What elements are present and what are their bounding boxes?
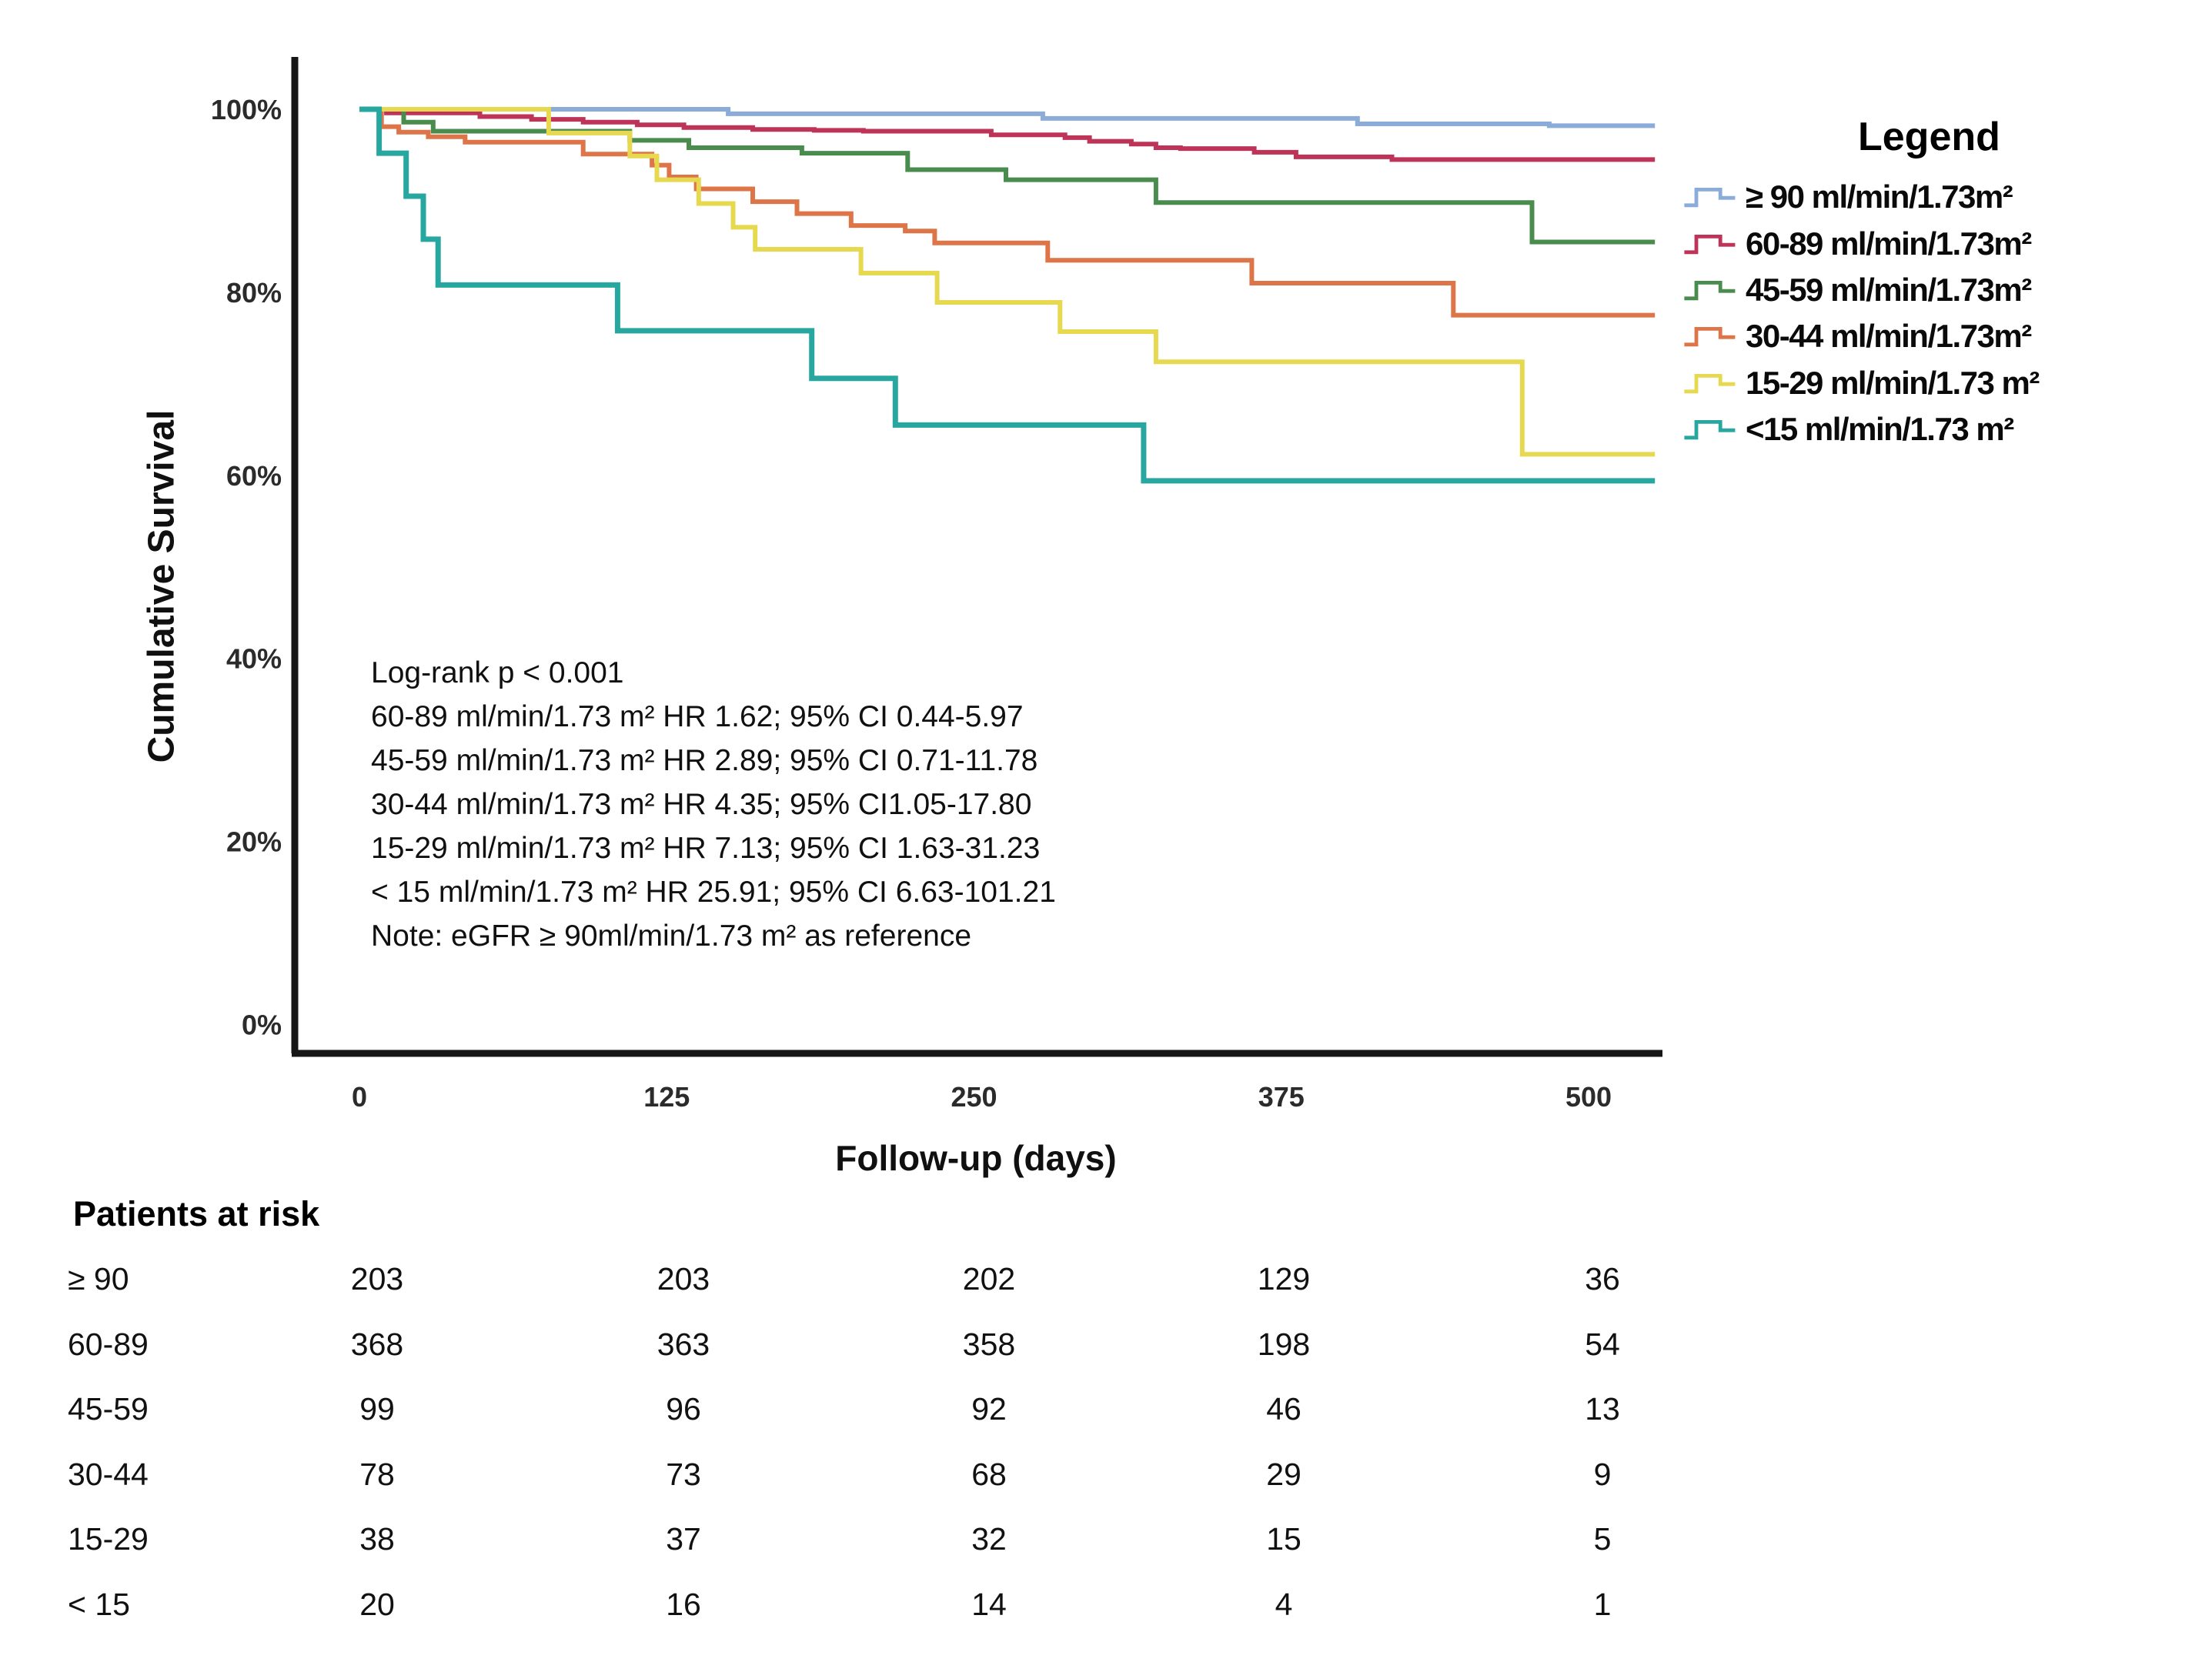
at-risk-value: 4 (1275, 1586, 1293, 1622)
at-risk-value: 358 (962, 1326, 1016, 1362)
at-risk-value: 78 (359, 1456, 395, 1492)
step-line-icon (1684, 327, 1736, 347)
step-line-icon (1684, 373, 1736, 393)
x-tick-label: 125 (643, 1081, 690, 1113)
at-risk-value: 16 (666, 1586, 701, 1622)
x-tick-label: 250 (951, 1081, 997, 1113)
at-risk-value: 68 (971, 1456, 1007, 1492)
at-risk-value: 73 (666, 1456, 701, 1492)
at-risk-value: 32 (971, 1521, 1007, 1557)
at-risk-row-label: 30-44 (68, 1456, 149, 1492)
at-risk-row-label: ≥ 90 (68, 1261, 129, 1297)
legend-item-label: 45-59 ml/min/1.73m² (1746, 271, 2032, 308)
annotation-line: Note: eGFR ≥ 90ml/min/1.73 m² as referen… (371, 919, 972, 953)
legend-item: 45-59 ml/min/1.73m² (1682, 267, 2212, 313)
step-line-icon (1684, 234, 1736, 254)
at-risk-value: 203 (657, 1261, 710, 1297)
at-risk-value: 29 (1266, 1456, 1301, 1492)
legend-items: ≥ 90 ml/min/1.73m² 60-89 ml/min/1.73m² 45-… (1682, 174, 2212, 452)
at-risk-row-label: 45-59 (68, 1391, 149, 1427)
at-risk-value: 5 (1593, 1521, 1612, 1557)
at-risk-row-label: 15-29 (68, 1521, 149, 1557)
at-risk-value: 202 (962, 1261, 1016, 1297)
at-risk-value: 20 (359, 1586, 395, 1622)
x-tick-label: 500 (1565, 1081, 1612, 1113)
at-risk-value: 14 (971, 1586, 1007, 1622)
at-risk-value: 13 (1585, 1391, 1620, 1427)
at-risk-value: 15 (1266, 1521, 1301, 1557)
annotation-line: 15-29 ml/min/1.73 m² HR 7.13; 95% CI 1.6… (371, 832, 1041, 865)
step-line-icon (1684, 420, 1736, 440)
legend-item: <15 ml/min/1.73 m² (1682, 406, 2212, 452)
hazard-ratio-annotation: Log-rank p < 0.001 60-89 ml/min/1.73 m² H… (371, 651, 1056, 958)
at-risk-value: 129 (1257, 1261, 1311, 1297)
legend-item: 60-89 ml/min/1.73m² (1682, 220, 2212, 266)
at-risk-value: 37 (666, 1521, 701, 1557)
km-curve-gte90 (359, 107, 1656, 128)
at-risk-row-label: < 15 (68, 1586, 130, 1622)
at-risk-value: 203 (350, 1261, 404, 1297)
at-risk-row-label: 60-89 (68, 1326, 149, 1362)
y-tick-label: 40% (226, 643, 282, 675)
x-tick-label: 0 (352, 1081, 367, 1113)
x-axis-label: Follow-up (days) (835, 1138, 1117, 1178)
legend-item-label: <15 ml/min/1.73 m² (1746, 411, 2014, 448)
at-risk-header: Patients at risk (73, 1194, 320, 1233)
legend: Legend ≥ 90 ml/min/1.73m² 60-89 ml/min/1.… (1682, 114, 2212, 452)
km-curve-lt15 (359, 106, 1656, 484)
y-tick-label: 80% (226, 277, 282, 309)
legend-item: 15-29 ml/min/1.73 m² (1682, 360, 2212, 406)
y-axis-label: Cumulative Survival (141, 409, 182, 763)
km-curve-60-89 (359, 107, 1656, 162)
at-risk-value: 99 (359, 1391, 395, 1427)
legend-item-label: ≥ 90 ml/min/1.73m² (1746, 179, 2013, 215)
step-line-icon (1684, 188, 1736, 208)
y-tick-label: 0% (242, 1010, 282, 1041)
at-risk-value: 92 (971, 1391, 1007, 1427)
km-curve-45-59 (359, 107, 1656, 245)
step-line-icon (1684, 280, 1736, 301)
at-risk-value: 198 (1257, 1326, 1311, 1362)
annotation-line: 60-89 ml/min/1.73 m² HR 1.62; 95% CI 0.4… (371, 700, 1024, 733)
at-risk-value: 368 (350, 1326, 404, 1362)
at-risk-value: 54 (1585, 1326, 1620, 1362)
y-tick-label: 60% (226, 460, 282, 492)
annotation-line: 30-44 ml/min/1.73 m² HR 4.35; 95% CI1.05… (371, 788, 1032, 821)
x-tick-label: 375 (1258, 1081, 1305, 1113)
at-risk-value: 363 (657, 1326, 710, 1362)
annotation-line: < 15 ml/min/1.73 m² HR 25.91; 95% CI 6.6… (371, 876, 1056, 909)
annotation-line: Log-rank p < 0.001 (371, 656, 624, 689)
at-risk-value: 96 (666, 1391, 701, 1427)
km-curve-15-29 (359, 107, 1656, 457)
legend-item: 30-44 ml/min/1.73m² (1682, 313, 2212, 359)
at-risk-value: 46 (1266, 1391, 1301, 1427)
at-risk-value: 1 (1593, 1586, 1612, 1622)
km-curve-30-44 (359, 107, 1656, 318)
at-risk-value: 38 (359, 1521, 395, 1557)
legend-item-label: 30-44 ml/min/1.73m² (1746, 318, 2032, 355)
annotation-line: 45-59 ml/min/1.73 m² HR 2.89; 95% CI 0.7… (371, 744, 1038, 777)
legend-item-label: 15-29 ml/min/1.73 m² (1746, 364, 2040, 401)
legend-item-label: 60-89 ml/min/1.73m² (1746, 225, 2032, 262)
legend-title: Legend (1858, 115, 2000, 159)
at-risk-value: 9 (1593, 1456, 1612, 1492)
at-risk-value: 36 (1585, 1261, 1620, 1297)
y-tick-label: 100% (211, 94, 282, 125)
legend-item: ≥ 90 ml/min/1.73m² (1682, 174, 2212, 220)
y-tick-label: 20% (226, 826, 282, 858)
